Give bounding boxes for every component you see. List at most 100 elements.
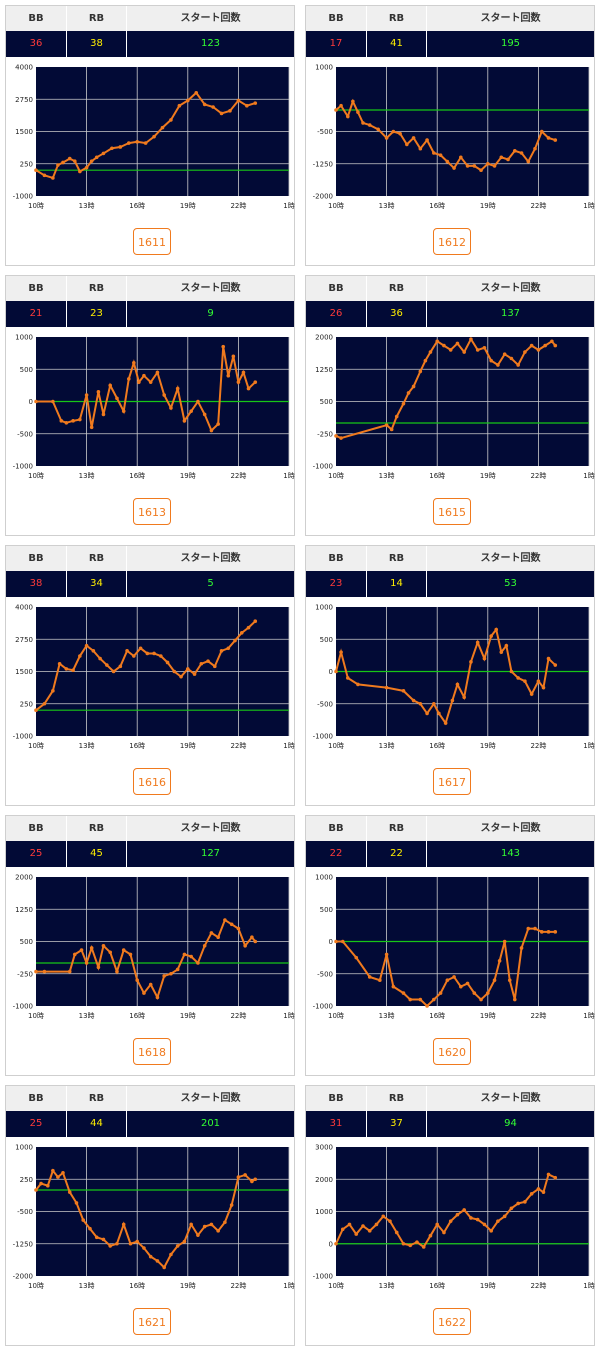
bb-header: BB (306, 276, 367, 301)
data-point (67, 156, 72, 161)
x-tick-label: 16時 (129, 202, 145, 210)
bb-value: 36 (6, 31, 67, 57)
x-tick-label: 1時 (283, 742, 294, 750)
start-header: スタート回数 (480, 283, 541, 294)
data-point (507, 978, 512, 982)
machine-card: BB RB スタート回数 25 44 201 1621 10時 13時 16時 19時 2… (5, 1085, 295, 1346)
start-header: スタート回数 (180, 1093, 241, 1104)
machine-number-button[interactable]: 1621 (133, 1308, 171, 1335)
data-point (553, 1175, 558, 1180)
data-point (492, 978, 497, 982)
data-point (425, 138, 429, 142)
x-tick-label: 13時 (79, 202, 95, 210)
start-value: 201 (200, 1118, 221, 1129)
y-tick-label: 1000 (15, 334, 33, 342)
data-point (105, 663, 109, 667)
machine-number-button[interactable]: 1615 (433, 498, 471, 525)
machine-number-button[interactable]: 1620 (433, 1038, 471, 1065)
machine-number-button[interactable]: 1616 (133, 768, 171, 795)
data-point (169, 1252, 173, 1257)
machine-number-button[interactable]: 1617 (433, 768, 471, 795)
data-point (389, 427, 394, 432)
data-point (411, 698, 416, 703)
data-point (182, 1239, 187, 1244)
x-tick-label: 16時 (429, 742, 445, 750)
data-point (519, 946, 524, 950)
data-point (415, 1240, 419, 1244)
data-point (79, 948, 84, 952)
data-point (408, 997, 413, 1002)
rb-header: RB (367, 276, 427, 301)
data-point (236, 926, 241, 931)
x-tick-label: 1時 (583, 1012, 594, 1020)
machine-number-button[interactable]: 1618 (133, 1038, 171, 1065)
data-point (502, 352, 507, 356)
data-point (115, 1241, 119, 1246)
data-point (405, 142, 409, 147)
machine-number-button[interactable]: 1613 (133, 498, 171, 525)
x-tick-label: 19時 (180, 1282, 196, 1290)
machine-number-button[interactable]: 1612 (433, 228, 471, 255)
machine-number-button[interactable]: 1622 (433, 1308, 471, 1335)
data-point (71, 419, 75, 423)
data-point (472, 991, 477, 995)
data-point (61, 1171, 65, 1175)
data-point (541, 1190, 546, 1194)
data-point (229, 922, 234, 927)
data-point (388, 1219, 392, 1223)
y-tick-label: -500 (317, 970, 333, 978)
data-point (42, 969, 47, 974)
data-point (462, 1208, 466, 1212)
data-point (89, 946, 94, 950)
data-point (182, 952, 187, 957)
start-header: スタート回数 (180, 553, 241, 564)
x-tick-label: 16時 (129, 1012, 145, 1020)
rb-header: RB (67, 1086, 127, 1111)
x-tick-label: 13時 (79, 742, 95, 750)
slump-graph: 10時 13時 16時 19時 22時 1時 1000 -500 -1250 -2000 (313, 64, 595, 211)
data-point (253, 1177, 258, 1182)
data-point (108, 383, 113, 388)
data-point (202, 412, 207, 417)
data-point (411, 136, 416, 140)
y-tick-label: -500 (317, 128, 333, 136)
machine-number-button[interactable]: 1611 (133, 228, 171, 255)
data-point (499, 650, 504, 654)
stats-values: 25 44 201 (6, 1111, 294, 1137)
data-point (233, 638, 237, 643)
x-tick-label: 19時 (180, 472, 196, 480)
data-point (448, 1219, 453, 1223)
data-point (334, 939, 338, 944)
y-tick-label: -1000 (313, 733, 333, 741)
slump-graph: 10時 13時 16時 19時 22時 1時 1000 500 0 -500 -1000 (313, 874, 595, 1021)
data-point (236, 380, 241, 384)
y-tick-label: 2750 (15, 96, 33, 104)
data-point (138, 646, 143, 651)
data-point (111, 669, 116, 674)
data-point (516, 676, 520, 680)
data-point (118, 145, 123, 149)
data-point (411, 384, 416, 389)
x-tick-label: 1時 (583, 742, 594, 750)
x-tick-label: 22時 (530, 472, 546, 480)
stats-header: BB RB スタート回数 (306, 6, 594, 31)
data-point (67, 969, 72, 974)
bb-header: BB (6, 1086, 67, 1111)
y-tick-label: 1000 (315, 1208, 333, 1216)
stats-values: 31 37 94 (306, 1111, 594, 1137)
data-point (469, 660, 473, 664)
x-tick-label: 10時 (28, 742, 44, 750)
data-point (78, 654, 82, 658)
stats-header: BB RB スタート回数 (306, 1086, 594, 1111)
data-point (391, 129, 396, 134)
data-point (384, 423, 389, 427)
data-point (128, 952, 133, 957)
data-point (496, 363, 500, 367)
data-point (148, 1254, 153, 1259)
data-point (226, 373, 231, 378)
data-point (125, 649, 129, 653)
data-point (34, 1188, 38, 1192)
data-point (231, 354, 236, 359)
data-point (452, 166, 456, 170)
data-point (169, 971, 173, 976)
